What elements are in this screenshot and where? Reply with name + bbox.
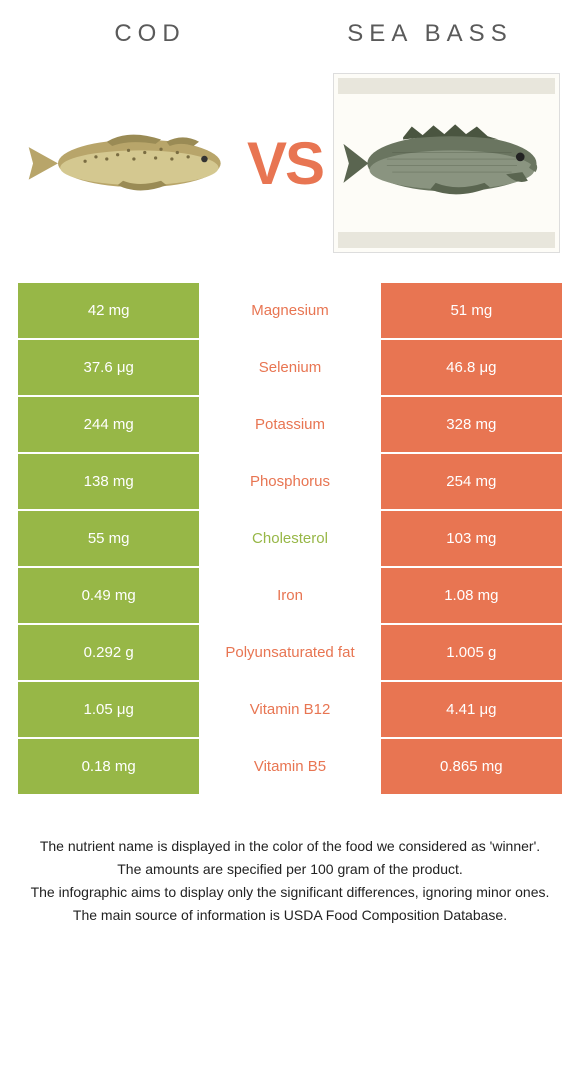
cell-nutrient-label: Cholesterol (199, 511, 380, 566)
cell-left-value: 42 mg (18, 283, 199, 338)
cell-right-value: 46.8 μg (381, 340, 562, 395)
table-row: 42 mgMagnesium51 mg (18, 283, 562, 340)
title-right: SEA BASS (290, 20, 570, 48)
header: COD SEA BASS (0, 0, 580, 63)
footer-line3: The infographic aims to display only the… (20, 882, 560, 903)
cell-right-value: 328 mg (381, 397, 562, 452)
header-right: SEA BASS (290, 20, 570, 48)
seabass-fish-icon (338, 120, 555, 207)
cell-left-value: 0.18 mg (18, 739, 199, 794)
cell-nutrient-label: Potassium (199, 397, 380, 452)
footer-line4: The main source of information is USDA F… (20, 905, 560, 926)
cell-nutrient-label: Magnesium (199, 283, 380, 338)
cell-nutrient-label: Selenium (199, 340, 380, 395)
cell-left-value: 138 mg (18, 454, 199, 509)
cell-right-value: 1.005 g (381, 625, 562, 680)
cell-left-value: 1.05 μg (18, 682, 199, 737)
images-row: VS (0, 63, 580, 283)
footer-line1: The nutrient name is displayed in the co… (20, 836, 560, 857)
vs-label: VS (247, 129, 323, 198)
footer-line2: The amounts are specified per 100 gram o… (20, 859, 560, 880)
table-row: 37.6 μgSelenium46.8 μg (18, 340, 562, 397)
cell-right-value: 0.865 mg (381, 739, 562, 794)
cell-right-value: 4.41 μg (381, 682, 562, 737)
cell-right-value: 51 mg (381, 283, 562, 338)
header-left: COD (10, 20, 290, 48)
table-row: 0.18 mgVitamin B50.865 mg (18, 739, 562, 796)
cell-right-value: 1.08 mg (381, 568, 562, 623)
cell-nutrient-label: Polyunsaturated fat (199, 625, 380, 680)
cell-nutrient-label: Vitamin B5 (199, 739, 380, 794)
table-row: 244 mgPotassium328 mg (18, 397, 562, 454)
cell-right-value: 254 mg (381, 454, 562, 509)
table-row: 55 mgCholesterol103 mg (18, 511, 562, 568)
cell-left-value: 244 mg (18, 397, 199, 452)
table-row: 0.49 mgIron1.08 mg (18, 568, 562, 625)
cell-left-value: 0.292 g (18, 625, 199, 680)
comparison-table: 42 mgMagnesium51 mg37.6 μgSelenium46.8 μ… (0, 283, 580, 796)
cell-right-value: 103 mg (381, 511, 562, 566)
cod-fish-icon (20, 120, 237, 207)
cell-left-value: 37.6 μg (18, 340, 199, 395)
footer-notes: The nutrient name is displayed in the co… (0, 796, 580, 948)
cell-left-value: 0.49 mg (18, 568, 199, 623)
title-left: COD (10, 20, 290, 48)
cell-nutrient-label: Phosphorus (199, 454, 380, 509)
cell-nutrient-label: Vitamin B12 (199, 682, 380, 737)
cod-image (20, 73, 237, 253)
table-row: 0.292 gPolyunsaturated fat1.005 g (18, 625, 562, 682)
cell-nutrient-label: Iron (199, 568, 380, 623)
seabass-image (333, 73, 560, 253)
cell-left-value: 55 mg (18, 511, 199, 566)
table-row: 138 mgPhosphorus254 mg (18, 454, 562, 511)
table-row: 1.05 μgVitamin B124.41 μg (18, 682, 562, 739)
